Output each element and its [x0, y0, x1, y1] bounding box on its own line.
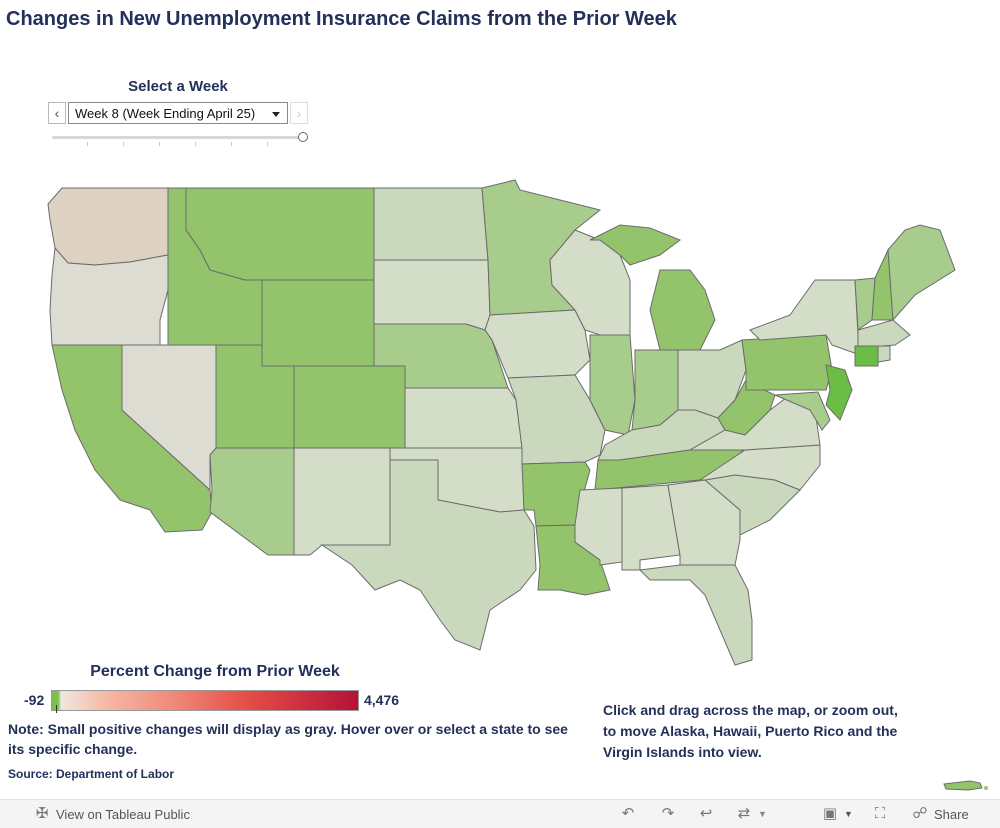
state-kansas[interactable] [404, 387, 523, 449]
week-slider-thumb[interactable] [298, 132, 308, 142]
state-colorado[interactable] [293, 365, 406, 449]
state-montana[interactable] [185, 187, 375, 281]
source-text: Source: Department of Labor [8, 767, 175, 781]
state-wyoming[interactable] [261, 279, 375, 367]
week-slider-track[interactable] [52, 136, 302, 139]
share-icon: ☍ [912, 805, 928, 822]
state-florida[interactable] [638, 564, 753, 666]
state-rhode-island[interactable] [877, 345, 891, 363]
download-icon: ▣ [822, 805, 838, 822]
view-on-tableau-label: View on Tableau Public [56, 806, 190, 822]
week-dropdown-value: Week 8 (Week Ending April 25) [75, 106, 256, 121]
legend-zero-marker [56, 705, 57, 713]
state-illinois[interactable] [589, 334, 636, 436]
slider-tick [159, 142, 160, 146]
week-filter-label: Select a Week [128, 78, 228, 95]
dropdown-caret-icon [272, 112, 280, 117]
state-missouri[interactable] [507, 374, 606, 465]
revert-button[interactable]: ↩ [698, 806, 714, 822]
previous-week-button[interactable]: ‹ [48, 102, 66, 124]
note-text: Note: Small positive changes will displa… [8, 721, 568, 757]
page-title: Changes in New Unemployment Insurance Cl… [6, 8, 677, 30]
legend-color-scale [51, 690, 359, 711]
download-button[interactable]: ▣ ▼ [822, 805, 853, 822]
state-delaware-maryland[interactable] [774, 391, 831, 431]
refresh-icon: ⇄ [737, 805, 751, 822]
state-connecticut[interactable] [854, 345, 879, 367]
slider-tick [195, 142, 196, 146]
state-maine[interactable] [887, 224, 956, 322]
revert-icon: ↩ [699, 805, 713, 822]
state-puerto-rico[interactable] [940, 776, 990, 794]
state-arizona[interactable] [209, 447, 295, 556]
next-week-button[interactable]: › [290, 102, 308, 124]
slider-tick [87, 142, 88, 146]
state-vermont[interactable] [854, 277, 876, 331]
refresh-button[interactable]: ⇄ ▼ [737, 805, 767, 822]
map-hint-text: Click and drag across the map, or zoom o… [603, 702, 898, 760]
us-map[interactable] [0, 170, 1000, 670]
undo-icon: ↶ [621, 805, 635, 822]
legend-max-value: 4,476 [364, 692, 400, 708]
state-texas[interactable] [320, 459, 537, 651]
state-massachusetts[interactable] [857, 319, 911, 349]
week-dropdown[interactable]: Week 8 (Week Ending April 25) [68, 102, 288, 124]
state-washington[interactable] [47, 187, 169, 266]
state-south-dakota[interactable] [373, 259, 491, 331]
undo-button[interactable]: ↶ [620, 806, 636, 822]
state-north-dakota[interactable] [373, 187, 489, 261]
state-michigan[interactable] [589, 224, 716, 351]
tableau-toolbar: ✠ View on Tableau Public ↶ ↷ ↩ ⇄ ▼ ▣ ▼ ⛶ ☍… [0, 799, 1000, 828]
chevron-right-icon: › [296, 105, 302, 121]
slider-tick [123, 142, 124, 146]
redo-button[interactable]: ↷ [660, 806, 676, 822]
share-label: Share [934, 806, 969, 822]
view-on-tableau-button[interactable]: ✠ View on Tableau Public [34, 806, 190, 822]
state-pennsylvania[interactable] [741, 334, 833, 391]
state-oregon[interactable] [49, 246, 169, 346]
redo-icon: ↷ [661, 805, 675, 822]
state-new-mexico[interactable] [293, 447, 391, 556]
fullscreen-icon: ⛶ [874, 805, 886, 822]
tableau-logo-icon: ✠ [35, 805, 49, 822]
state-new-jersey[interactable] [825, 364, 853, 421]
slider-tick [267, 142, 268, 146]
legend-min-value: -92 [24, 692, 45, 708]
fullscreen-button[interactable]: ⛶ [872, 806, 888, 822]
legend-title: Percent Change from Prior Week [90, 663, 340, 680]
share-button[interactable]: ☍ Share [912, 805, 969, 822]
chevron-left-icon: ‹ [54, 105, 60, 121]
slider-tick [231, 142, 232, 146]
